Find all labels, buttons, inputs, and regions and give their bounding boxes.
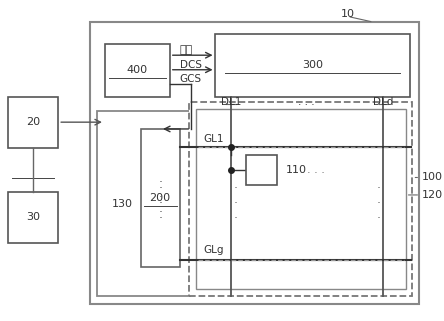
Text: 120: 120 — [422, 190, 443, 200]
Text: GLg: GLg — [204, 245, 224, 255]
Text: . . .: . . . — [307, 165, 325, 175]
Text: 100: 100 — [422, 172, 443, 182]
Bar — [141, 129, 179, 267]
Text: ·
·
·: · · · — [158, 176, 162, 219]
Text: DLd: DLd — [373, 97, 393, 107]
Text: ·
·
·: · · · — [234, 182, 238, 225]
Text: 10: 10 — [341, 9, 354, 20]
Text: GL1: GL1 — [204, 134, 224, 144]
Text: ·
·
·: · · · — [158, 182, 162, 225]
Text: 110: 110 — [285, 165, 306, 175]
Bar — [215, 34, 409, 97]
Text: DL1: DL1 — [221, 97, 241, 107]
Text: 130: 130 — [111, 199, 133, 209]
Text: 20: 20 — [26, 117, 40, 127]
Bar — [8, 192, 58, 244]
Bar — [189, 102, 412, 296]
Text: GCS: GCS — [179, 74, 202, 84]
Bar — [8, 97, 58, 148]
Text: 200: 200 — [150, 193, 170, 203]
Text: 数据: 数据 — [179, 45, 193, 55]
Bar — [246, 155, 277, 185]
Text: ·
·
·: · · · — [377, 182, 381, 225]
Bar — [196, 108, 406, 289]
Text: 400: 400 — [126, 65, 147, 75]
Text: . . .: . . . — [298, 97, 315, 107]
Bar — [105, 44, 170, 97]
Bar — [90, 22, 419, 304]
Bar — [97, 111, 190, 296]
Text: DCS: DCS — [179, 60, 202, 70]
Text: 300: 300 — [302, 60, 323, 70]
Text: 30: 30 — [26, 212, 40, 222]
